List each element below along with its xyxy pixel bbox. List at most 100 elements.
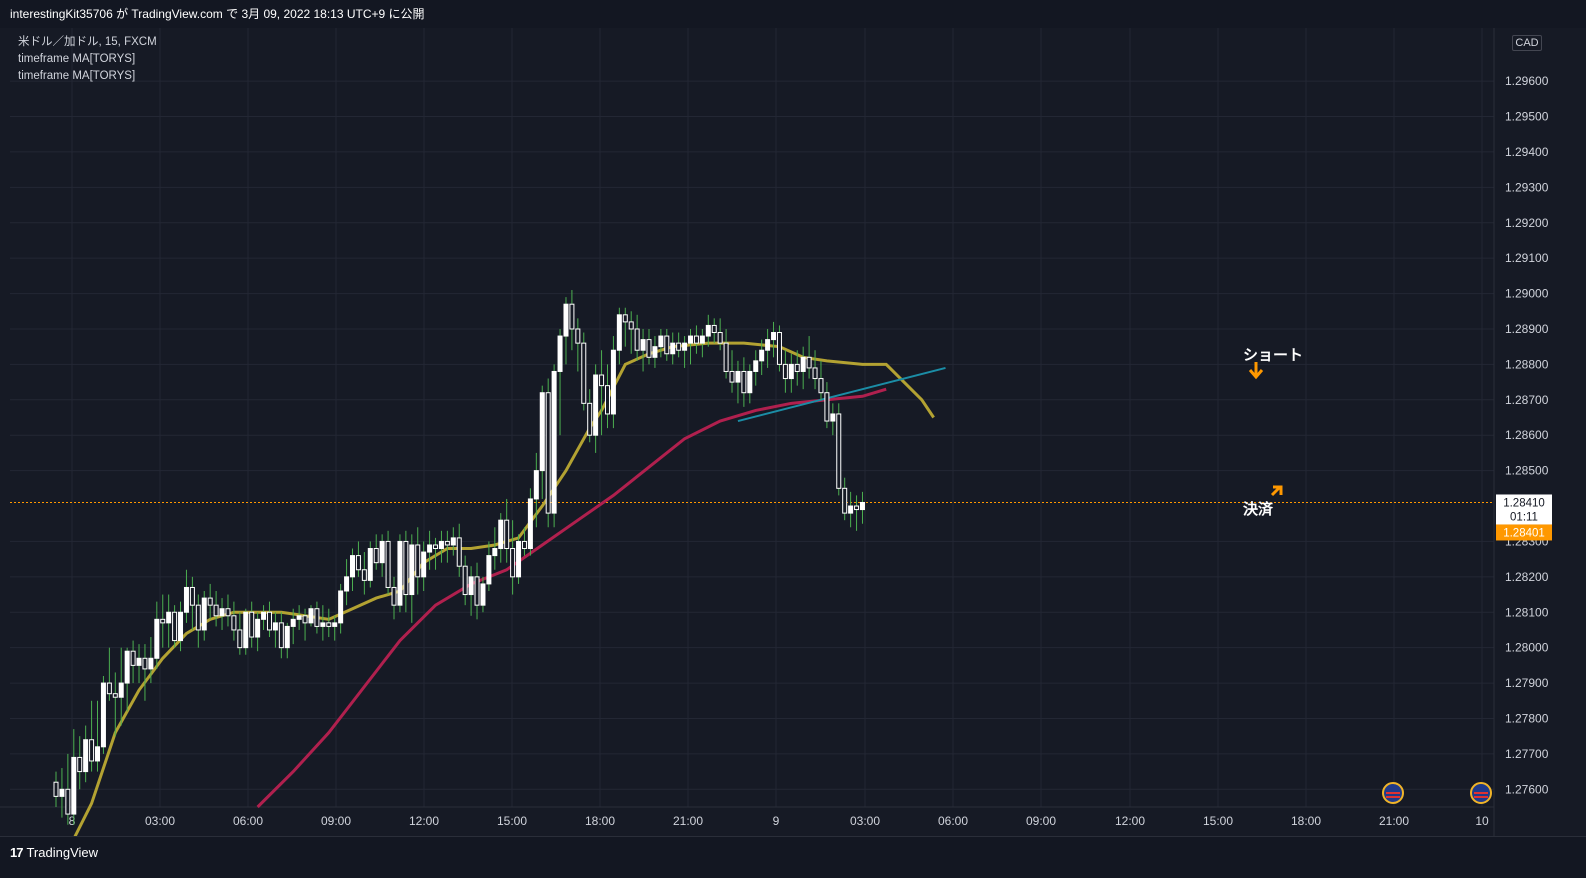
y-tick-label: 1.28800 [1505, 357, 1549, 371]
candle-body [59, 788, 65, 797]
candle-body [800, 356, 806, 372]
candle-body [314, 608, 320, 627]
candle-body [729, 370, 735, 383]
candle-body [735, 370, 741, 383]
candle-body [350, 555, 355, 578]
candle-body [355, 555, 361, 571]
y-tick-label: 1.28900 [1505, 322, 1549, 336]
candle-body [243, 611, 249, 649]
legend-indicator-1[interactable]: timeframe MA[TORYS] [18, 53, 136, 65]
candle-body [854, 505, 860, 511]
chart-background [0, 28, 1586, 836]
x-tick-label: 18:00 [1291, 814, 1321, 828]
candle-body [320, 622, 326, 627]
candle-body [664, 335, 670, 355]
candle-body [219, 608, 225, 617]
candle-body [427, 544, 433, 553]
exit-arrow-icon [1270, 485, 1283, 497]
candle-body [848, 505, 854, 514]
candle-body [178, 611, 184, 642]
candle-body [771, 332, 777, 341]
candle-body [747, 370, 753, 394]
candle-body [818, 378, 824, 394]
y-tick-label: 1.29500 [1505, 110, 1549, 124]
candle-body [581, 342, 587, 404]
candle-body [397, 540, 403, 606]
x-tick-label: 18:00 [585, 814, 615, 828]
candle-body [278, 622, 284, 649]
candle-body [415, 544, 421, 578]
currency-badge[interactable]: CAD [1512, 35, 1542, 51]
current-price-tag[interactable] [1496, 494, 1552, 525]
candle-body [812, 367, 818, 380]
candle-body [468, 576, 474, 596]
candle-body [367, 548, 373, 581]
candle-body [474, 576, 480, 606]
candle-body [658, 335, 664, 348]
candle-body [403, 540, 409, 596]
candle-body [533, 470, 539, 500]
candle-body [438, 540, 444, 550]
candle-body [308, 608, 314, 624]
candle-body [379, 540, 385, 564]
y-tick-label: 1.29600 [1505, 74, 1549, 88]
candle-body [225, 608, 231, 617]
candle-body [705, 324, 711, 337]
candle-body [557, 335, 563, 372]
chart-svg[interactable]: 1.29600 1.29500 1.29400 1.29300 1.29200 1.291… [0, 28, 1586, 836]
candle-body [652, 346, 658, 358]
candle-body [539, 392, 545, 472]
candle-body [136, 657, 142, 666]
us-flag-stripe [1386, 796, 1400, 798]
y-tick-label: 1.28500 [1505, 464, 1549, 478]
candle-body [836, 413, 842, 489]
candle-body [154, 618, 160, 659]
candle-body [753, 360, 759, 372]
legend-indicator-2[interactable]: timeframe MA[TORYS] [18, 70, 136, 82]
candle-body [711, 324, 717, 334]
candle-body [688, 335, 694, 344]
short-annotation[interactable]: ショート [1243, 346, 1303, 364]
candle-body [510, 548, 516, 578]
x-tick-label: 9 [773, 814, 780, 828]
exit-annotation[interactable]: 決済 [1243, 500, 1274, 518]
candle-body [776, 332, 782, 365]
candle-body [444, 540, 450, 546]
candle-body [462, 565, 468, 596]
y-tick-label: 1.29300 [1505, 180, 1549, 194]
candle-body [521, 540, 527, 550]
candle-body [112, 693, 118, 698]
candle-body [302, 615, 308, 624]
x-tick-label: 06:00 [233, 814, 263, 828]
tradingview-brand[interactable]: 17 TradingView [10, 845, 98, 860]
candle-body [213, 604, 219, 617]
candle-body [610, 349, 616, 415]
marker-price-tag[interactable] [1496, 524, 1552, 541]
candle-body [255, 618, 261, 638]
candle-body [723, 342, 729, 372]
us-flag-stripe [1474, 796, 1488, 798]
chart-area[interactable]: 1.29600 1.29500 1.29400 1.29300 1.29200 1.291… [0, 28, 1586, 836]
tradingview-logo-icon: 17 [10, 845, 24, 860]
y-tick-label: 1.28200 [1505, 570, 1549, 584]
candle-body [527, 498, 533, 550]
current-price-label: 1.28410 [1503, 497, 1545, 509]
candle-body [106, 682, 112, 695]
candle-body [788, 363, 794, 380]
candle-body [231, 615, 237, 631]
candle-body [433, 544, 439, 550]
candle-body [717, 332, 723, 344]
candle-body [77, 756, 83, 773]
x-tick-label: 15:00 [497, 814, 527, 828]
candle-body [693, 335, 699, 344]
candle-body [296, 615, 302, 620]
trendline[interactable] [737, 366, 946, 423]
candle-body [759, 349, 765, 362]
candle-body [53, 781, 59, 797]
candle-body [183, 586, 189, 613]
candle-body [207, 597, 213, 606]
y-tick-label: 1.29200 [1505, 216, 1549, 230]
legend-symbol[interactable]: 米ドル／加ドル, 15, FXCM [18, 36, 157, 48]
publish-header: interestingKit35706 が TradingView.com で … [0, 0, 1586, 28]
candle-body [385, 540, 391, 588]
